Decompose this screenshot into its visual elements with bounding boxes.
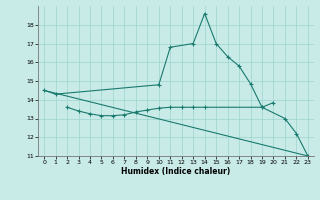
X-axis label: Humidex (Indice chaleur): Humidex (Indice chaleur) bbox=[121, 167, 231, 176]
